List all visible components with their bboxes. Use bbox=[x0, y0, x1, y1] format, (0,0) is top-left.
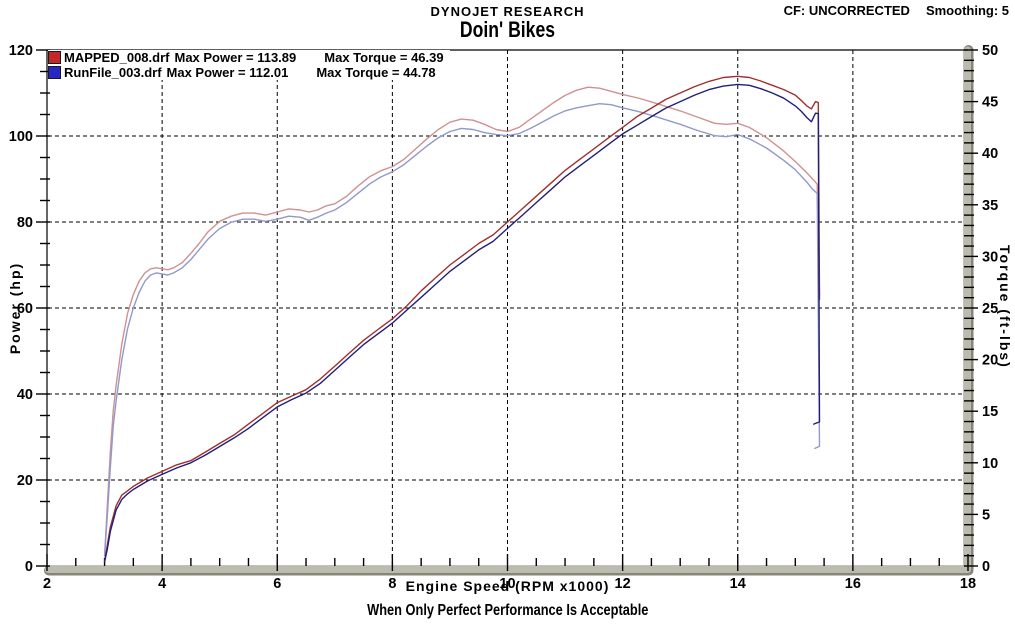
legend-max-power: Max Power = 112.01 bbox=[166, 65, 289, 80]
axis-tick-label: 10 bbox=[499, 576, 515, 592]
axis-tick-label: 30 bbox=[982, 249, 998, 265]
axis-tick-label: 15 bbox=[982, 404, 998, 420]
axis-tick-label: 8 bbox=[388, 576, 396, 592]
axis-tick-label: 120 bbox=[9, 43, 33, 59]
axis-tick-label: 0 bbox=[25, 559, 33, 575]
axis-tick-label: 18 bbox=[960, 576, 976, 592]
axis-tick-label: 0 bbox=[982, 559, 990, 575]
smoothing-label: Smoothing: 5 bbox=[925, 3, 1009, 18]
right-axis-title: Torque (ft-lbs) bbox=[997, 245, 1013, 369]
legend-file-name: MAPPED_008.drf bbox=[64, 50, 170, 65]
legend-file-name: RunFile_003.drf bbox=[64, 65, 162, 80]
axis-tick-label: 40 bbox=[17, 387, 33, 403]
legend-max-torque: Max Torque = 46.39 bbox=[324, 50, 444, 65]
app-title: DYNOJET RESEARCH bbox=[430, 4, 585, 19]
curve-runfile-003-drf-torque bbox=[103, 102, 821, 557]
axis-tick-label: 5 bbox=[982, 507, 990, 523]
curve-runfile-003-drf-power bbox=[103, 83, 821, 563]
axis-tick-label: 6 bbox=[273, 576, 281, 592]
curve-mapped-008-drf-torque bbox=[103, 86, 821, 557]
legend-max-torque: Max Torque = 44.78 bbox=[316, 65, 436, 80]
left-axis-title: Power (hp) bbox=[7, 261, 23, 355]
axis-tick-label: 40 bbox=[982, 146, 998, 162]
legend-row-runfile[interactable]: RunFile_003.drf Max Power = 112.01 Max T… bbox=[48, 65, 450, 80]
axis-tick-label: 2 bbox=[43, 576, 51, 592]
axis-tick-label: 100 bbox=[9, 129, 33, 145]
axis-tick-label: 20 bbox=[17, 473, 33, 489]
chart-title: Doin' Bikes bbox=[459, 17, 556, 42]
plot-area[interactable] bbox=[47, 50, 968, 566]
legend-swatch-blue bbox=[48, 66, 61, 79]
bottom-axis-title: Engine Speed (RPM x1000) bbox=[405, 578, 610, 594]
legend: MAPPED_008.drf Max Power = 113.89 Max To… bbox=[48, 50, 450, 80]
axis-tick-label: 35 bbox=[982, 198, 998, 214]
axis-tick-label: 45 bbox=[982, 95, 998, 111]
axis-tick-label: 50 bbox=[982, 43, 998, 59]
slogan: When Only Perfect Performance Is Accepta… bbox=[366, 602, 649, 619]
legend-row-mapped[interactable]: MAPPED_008.drf Max Power = 113.89 Max To… bbox=[48, 50, 450, 65]
legend-swatch-red bbox=[48, 51, 61, 64]
axis-tick-label: 80 bbox=[17, 215, 33, 231]
axis-tick-label: 20 bbox=[982, 353, 998, 369]
legend-max-power: Max Power = 113.89 bbox=[174, 50, 297, 65]
axis-tick-label: 4 bbox=[158, 576, 166, 592]
cf-label: CF: UNCORRECTED bbox=[783, 3, 910, 18]
axis-tick-label: 16 bbox=[845, 576, 861, 592]
axis-tick-label: 60 bbox=[17, 301, 33, 317]
curve-mapped-008-drf-power bbox=[103, 75, 821, 563]
axis-tick-label: 25 bbox=[982, 301, 998, 317]
axis-tick-label: 10 bbox=[982, 456, 998, 472]
correction-status: CF: UNCORRECTED Smoothing: 5 bbox=[784, 3, 1009, 18]
axis-tick-label: 14 bbox=[730, 576, 746, 592]
axis-tick-label: 12 bbox=[615, 576, 631, 592]
